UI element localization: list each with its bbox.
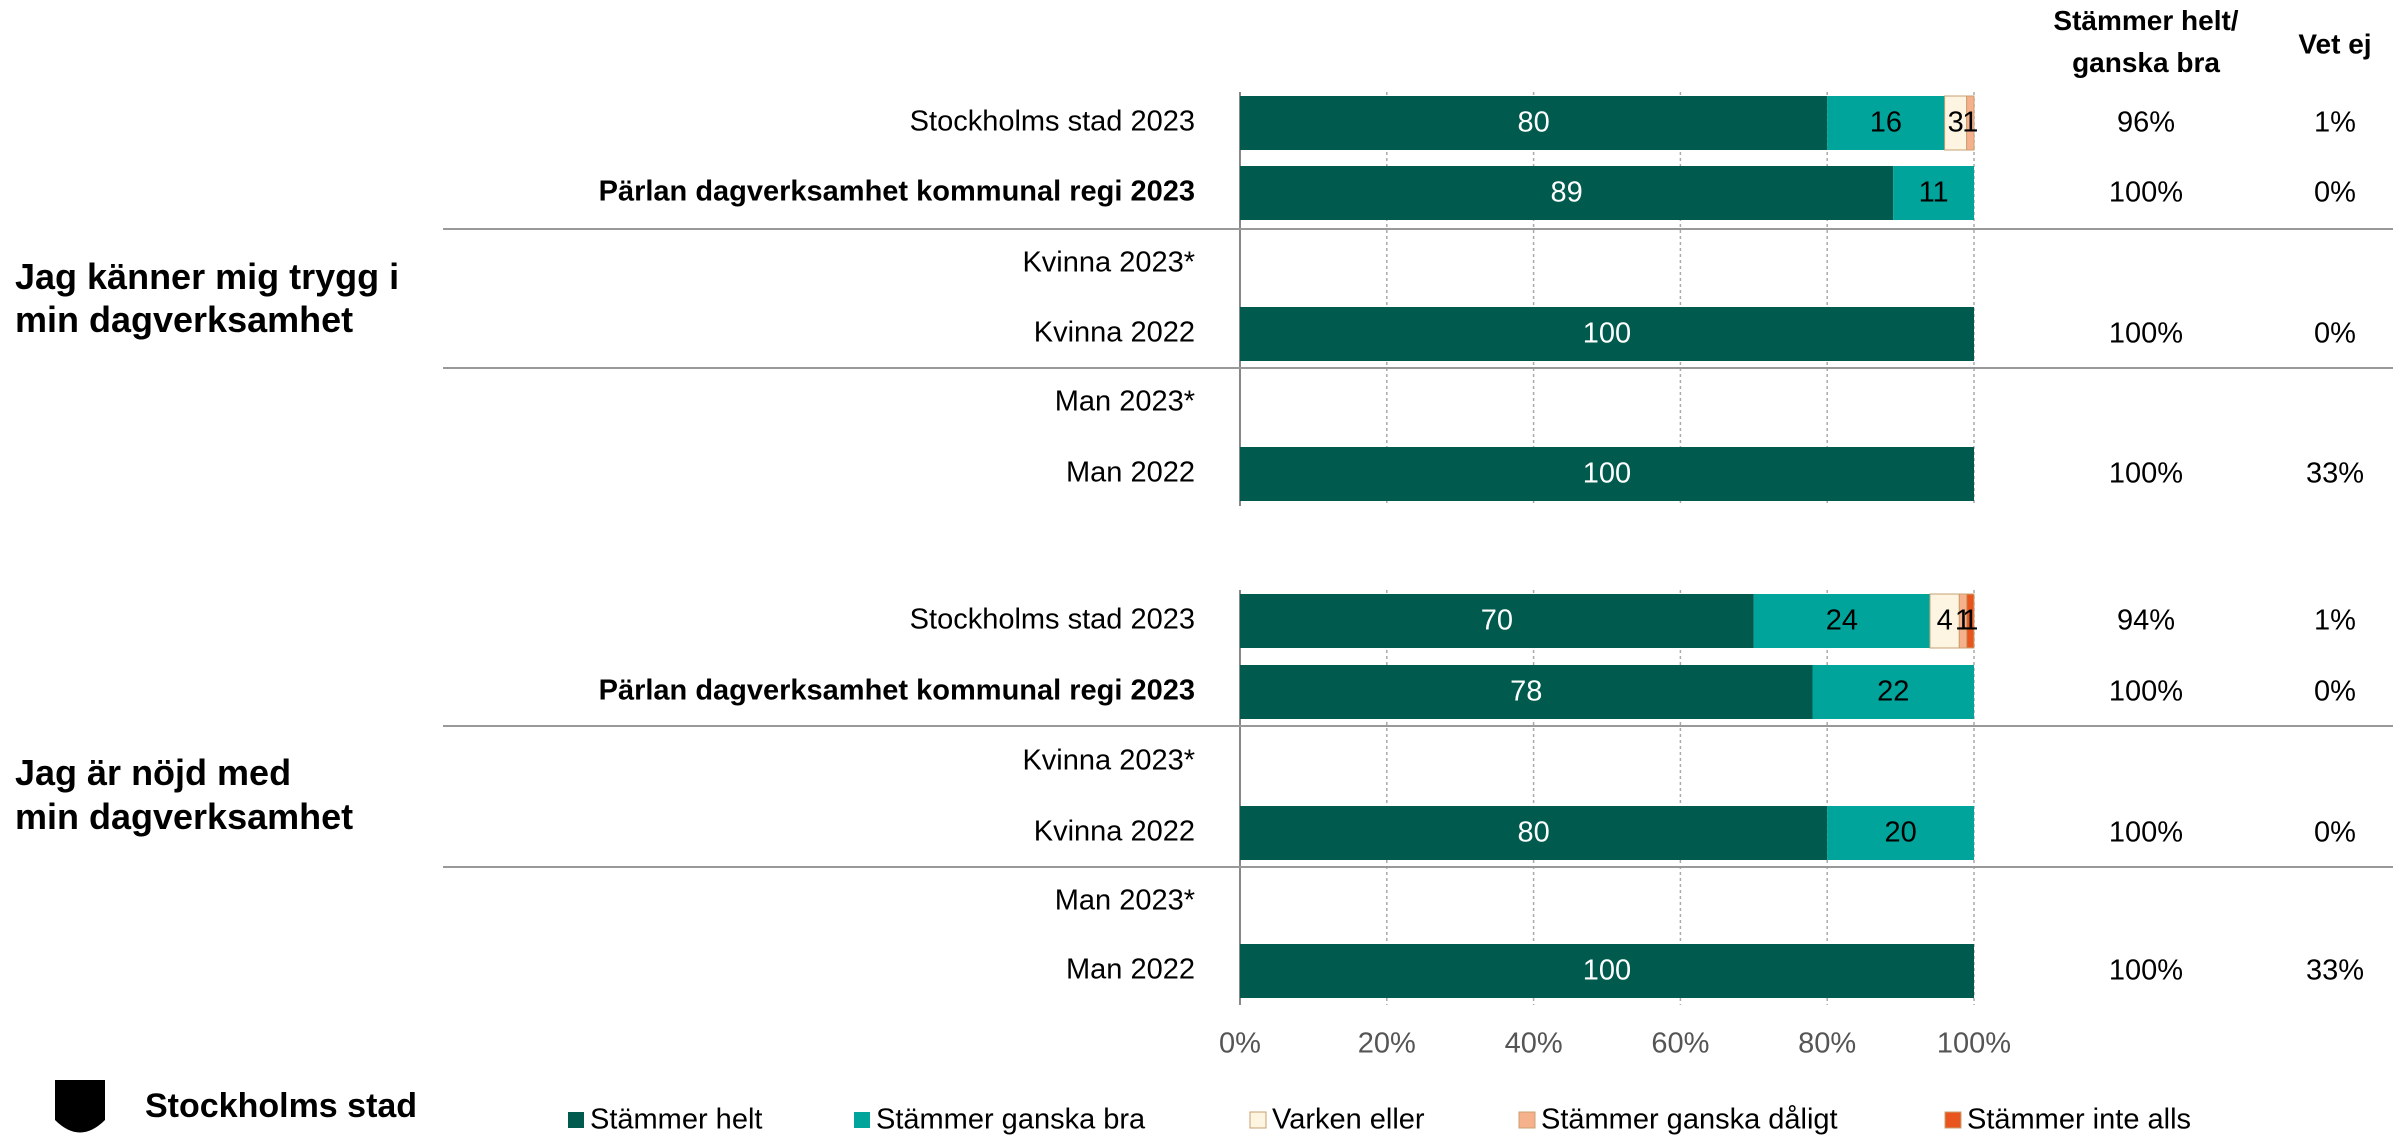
summary-value: 100% bbox=[2109, 817, 2183, 849]
category-label: Kvinna 2022 bbox=[1034, 816, 1195, 848]
logo-text: Stockholms stad bbox=[145, 1087, 417, 1125]
data-label: 3 bbox=[1948, 107, 1964, 139]
bar-segment bbox=[1240, 307, 1974, 361]
legend-label: Stämmer inte alls bbox=[1967, 1104, 2191, 1136]
bar-segment bbox=[1240, 96, 1828, 150]
data-label: 22 bbox=[1877, 676, 1909, 708]
data-label: 100 bbox=[1583, 955, 1631, 987]
data-label: 80 bbox=[1517, 107, 1549, 139]
x-tick-label: 80% bbox=[1798, 1028, 1856, 1060]
summary-value: 96% bbox=[2117, 107, 2175, 139]
logo: Stockholms stad bbox=[55, 1080, 417, 1133]
category-label: Man 2023* bbox=[1055, 885, 1195, 917]
x-tick-label: 20% bbox=[1358, 1028, 1416, 1060]
category-label: Pärlan dagverksamhet kommunal regi 2023 bbox=[599, 176, 1195, 208]
summary-value: 100% bbox=[2109, 955, 2183, 987]
data-label: 100 bbox=[1583, 318, 1631, 350]
data-label: 78 bbox=[1510, 676, 1542, 708]
summary-value: 33% bbox=[2306, 955, 2364, 987]
category-label: Pärlan dagverksamhet kommunal regi 2023 bbox=[599, 675, 1195, 707]
summary-value: 100% bbox=[2109, 318, 2183, 350]
summary-value: 100% bbox=[2109, 676, 2183, 708]
data-label: 1 bbox=[1962, 107, 1978, 139]
category-label: Stockholms stad 2023 bbox=[910, 604, 1195, 636]
bar-segment bbox=[1753, 594, 1930, 648]
legend-swatch bbox=[1249, 1111, 1267, 1129]
x-tick-label: 0% bbox=[1219, 1028, 1261, 1060]
summary-value: 1% bbox=[2314, 107, 2356, 139]
category-label: Kvinna 2023* bbox=[1022, 745, 1195, 777]
summary-value: 0% bbox=[2314, 318, 2356, 350]
x-tick-label: 60% bbox=[1651, 1028, 1709, 1060]
legend-label: Varken eller bbox=[1272, 1104, 1425, 1136]
bar-segment bbox=[1240, 166, 1894, 220]
data-label: 24 bbox=[1826, 605, 1858, 637]
bar-segment bbox=[1240, 594, 1754, 648]
data-label: 11 bbox=[1919, 177, 1949, 209]
category-label: Kvinna 2022 bbox=[1034, 317, 1195, 349]
x-tick-label: 100% bbox=[1937, 1028, 2011, 1060]
data-label: 89 bbox=[1550, 177, 1582, 209]
category-label: Man 2022 bbox=[1066, 457, 1195, 489]
bar-segment bbox=[1966, 593, 1975, 649]
legend-swatch bbox=[1944, 1111, 1962, 1129]
category-label: Man 2022 bbox=[1066, 954, 1195, 986]
legend-label: Stämmer helt bbox=[590, 1104, 762, 1136]
bar-segment bbox=[1966, 95, 1975, 151]
bar-segment bbox=[1240, 944, 1974, 998]
data-label: 20 bbox=[1884, 817, 1916, 849]
summary-header: Stämmer helt/ganska bra bbox=[2053, 5, 2238, 78]
summary-value: 0% bbox=[2314, 817, 2356, 849]
legend-label: Stämmer ganska bra bbox=[876, 1104, 1146, 1136]
legend-swatch bbox=[568, 1112, 584, 1128]
summary-value: 100% bbox=[2109, 177, 2183, 209]
bar-segment bbox=[1893, 166, 1974, 220]
summary-value: 100% bbox=[2109, 458, 2183, 490]
summary-value: 0% bbox=[2314, 177, 2356, 209]
summary-value: 1% bbox=[2314, 605, 2356, 637]
data-label: 4 bbox=[1937, 605, 1953, 637]
category-label: Stockholms stad 2023 bbox=[910, 106, 1195, 138]
data-label: 70 bbox=[1481, 605, 1513, 637]
category-label: Man 2023* bbox=[1055, 386, 1195, 418]
legend-label: Stämmer ganska dåligt bbox=[1541, 1104, 1838, 1136]
data-label: 100 bbox=[1583, 458, 1631, 490]
summary-value: 33% bbox=[2306, 458, 2364, 490]
logo-shield bbox=[55, 1080, 105, 1133]
category-label: Kvinna 2023* bbox=[1022, 247, 1195, 279]
data-label: 1 bbox=[1962, 605, 1978, 637]
bar-segment bbox=[1240, 665, 1813, 719]
bar-segment bbox=[1812, 665, 1974, 719]
x-tick-label: 40% bbox=[1505, 1028, 1563, 1060]
summary-header: Vet ej bbox=[2298, 28, 2371, 59]
bar-segment bbox=[1827, 96, 1945, 150]
bar-segment bbox=[1827, 806, 1974, 860]
group-title: Jag är nöjd med min dagverksamhet bbox=[15, 752, 353, 837]
data-label: 16 bbox=[1870, 107, 1902, 139]
summary-value: 94% bbox=[2117, 605, 2175, 637]
legend-swatch bbox=[1518, 1111, 1536, 1129]
group-title: Jag känner mig trygg i min dagverksamhet bbox=[15, 256, 399, 340]
bar-segment bbox=[1240, 447, 1974, 501]
bar-segment bbox=[1240, 806, 1828, 860]
legend-swatch bbox=[854, 1112, 870, 1128]
data-label: 80 bbox=[1517, 817, 1549, 849]
summary-value: 0% bbox=[2314, 676, 2356, 708]
